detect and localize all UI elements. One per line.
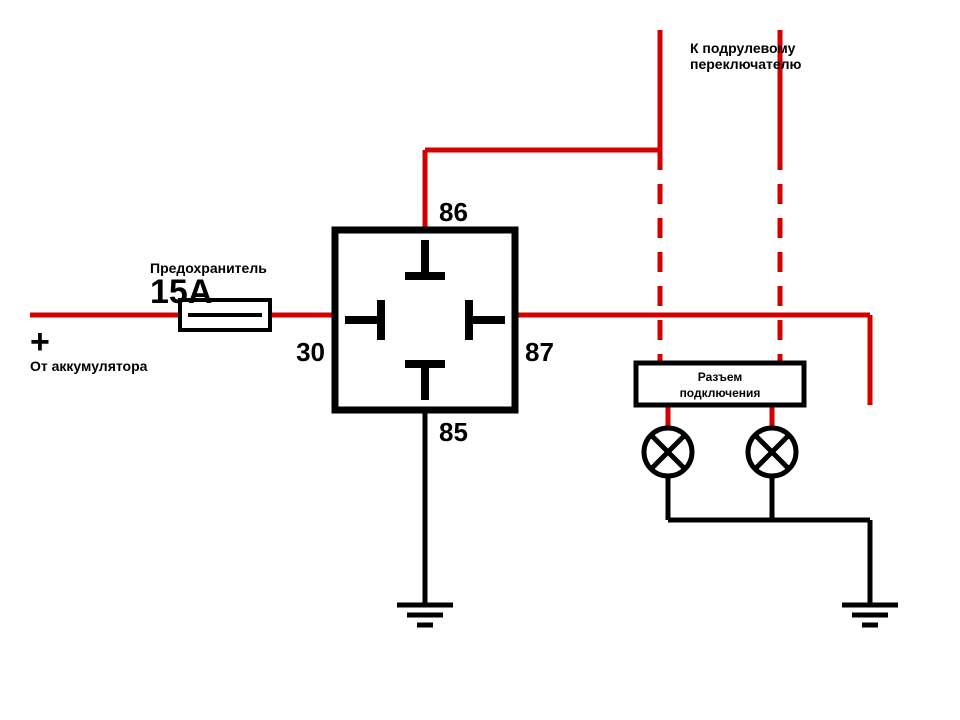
label-pin-86: 86 [439,197,468,227]
label-fuse-rating: 15A [150,273,212,311]
wiring-diagram: К подрулевомупереключателюПредохранитель… [0,0,960,720]
label-pin-87: 87 [525,337,554,367]
label-connector-2: подключения [680,386,761,400]
label-from-battery: От аккумулятора [30,358,148,374]
label-to-switch: К подрулевомупереключателю [690,40,802,72]
label-pin-85: 85 [439,417,468,447]
label-plus: + [30,323,50,361]
label-pin-30: 30 [296,337,325,367]
label-connector-1: Разъем [698,370,743,384]
